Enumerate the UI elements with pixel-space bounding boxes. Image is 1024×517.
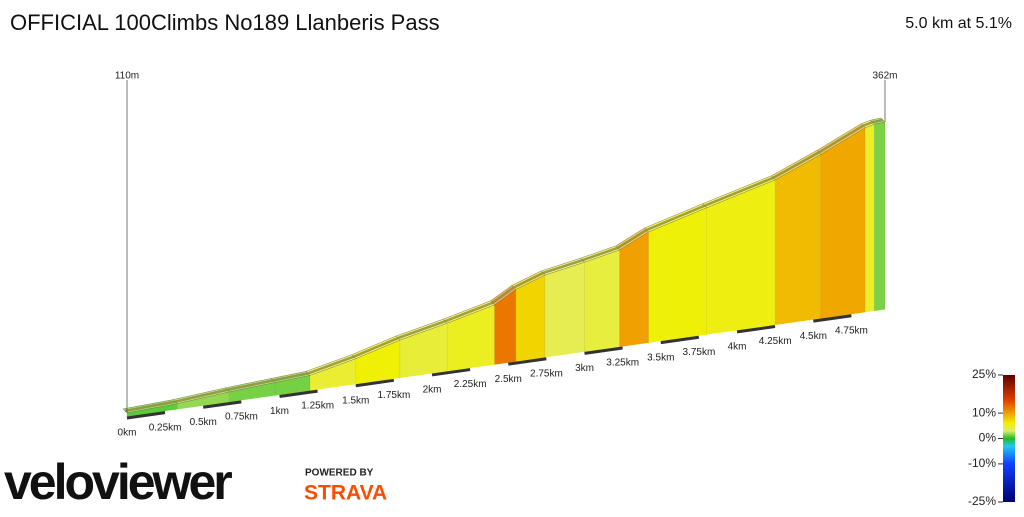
x-tick-label: 2.5km: [495, 374, 522, 385]
chart-subtitle: 5.0 km at 5.1%: [905, 15, 1012, 32]
x-tick-label: 2.75km: [530, 368, 563, 379]
x-tick: [393, 373, 433, 382]
x-tick: [203, 400, 242, 409]
profile-edge: [124, 118, 884, 413]
colorbar-label: 0%: [979, 431, 997, 445]
x-tick-label: 0.75km: [225, 411, 258, 422]
x-tick-label: 0.5km: [190, 417, 217, 428]
x-tick-label: 1.5km: [342, 395, 369, 406]
logo: veloviewer: [4, 454, 232, 510]
x-tick-label: 0.25km: [149, 422, 182, 433]
x-tick-label: 1km: [270, 406, 289, 417]
profile-segment: [774, 153, 822, 327]
x-tick-label: 3.5km: [647, 352, 674, 363]
x-tick: [584, 346, 623, 355]
profile-segment: [544, 261, 585, 360]
x-tick-label: 3km: [575, 363, 594, 374]
x-tick: [355, 378, 395, 388]
colorbar-label: -25%: [968, 494, 996, 508]
x-tick-label: 4.25km: [759, 336, 792, 347]
x-tick: [508, 357, 547, 366]
colorbar-label: 25%: [972, 367, 996, 381]
x-tick-label: 2.25km: [454, 379, 487, 390]
x-tick-label: 2km: [423, 385, 442, 396]
colorbar-label: 10%: [972, 405, 996, 419]
x-tick: [622, 341, 662, 350]
colorbar: [1003, 375, 1015, 502]
x-tick: [851, 309, 886, 318]
profile-segment: [584, 249, 620, 354]
strava-logo: STRAVA: [304, 482, 387, 505]
x-tick: [546, 351, 585, 361]
x-tick: [279, 389, 318, 398]
profile-segment: [515, 274, 546, 364]
x-tick: [126, 411, 166, 420]
elevation-label: 362m: [872, 71, 897, 82]
x-tick-label: 1.75km: [378, 390, 411, 401]
elevation-label: 110m: [115, 71, 139, 82]
x-tick: [164, 405, 204, 415]
x-tick-label: 4.75km: [835, 325, 868, 336]
profile-segment: [820, 127, 866, 321]
profile-segment: [619, 231, 649, 349]
colorbar-label: -10%: [968, 456, 996, 470]
x-tick: [774, 319, 814, 328]
x-tick: [736, 325, 776, 334]
x-tick: [813, 314, 852, 323]
x-tick: [241, 394, 280, 404]
x-tick-label: 4.5km: [800, 331, 827, 342]
x-tick: [317, 384, 356, 393]
profile-segment: [864, 123, 875, 315]
chart-title: OFFICIAL 100Climbs No189 Llanberis Pass: [10, 10, 440, 35]
x-tick-label: 3.25km: [606, 358, 639, 369]
x-tick-label: 3.75km: [683, 347, 716, 358]
x-tick: [660, 335, 700, 345]
x-tick: [698, 330, 738, 339]
x-tick-label: 1.25km: [301, 401, 334, 412]
x-tick-label: 0km: [118, 428, 137, 439]
powered-by: POWERED BY: [305, 468, 374, 479]
x-tick: [431, 368, 471, 377]
profile-segment: [874, 121, 886, 313]
x-tick: [469, 362, 509, 372]
x-tick-label: 4km: [728, 342, 747, 353]
